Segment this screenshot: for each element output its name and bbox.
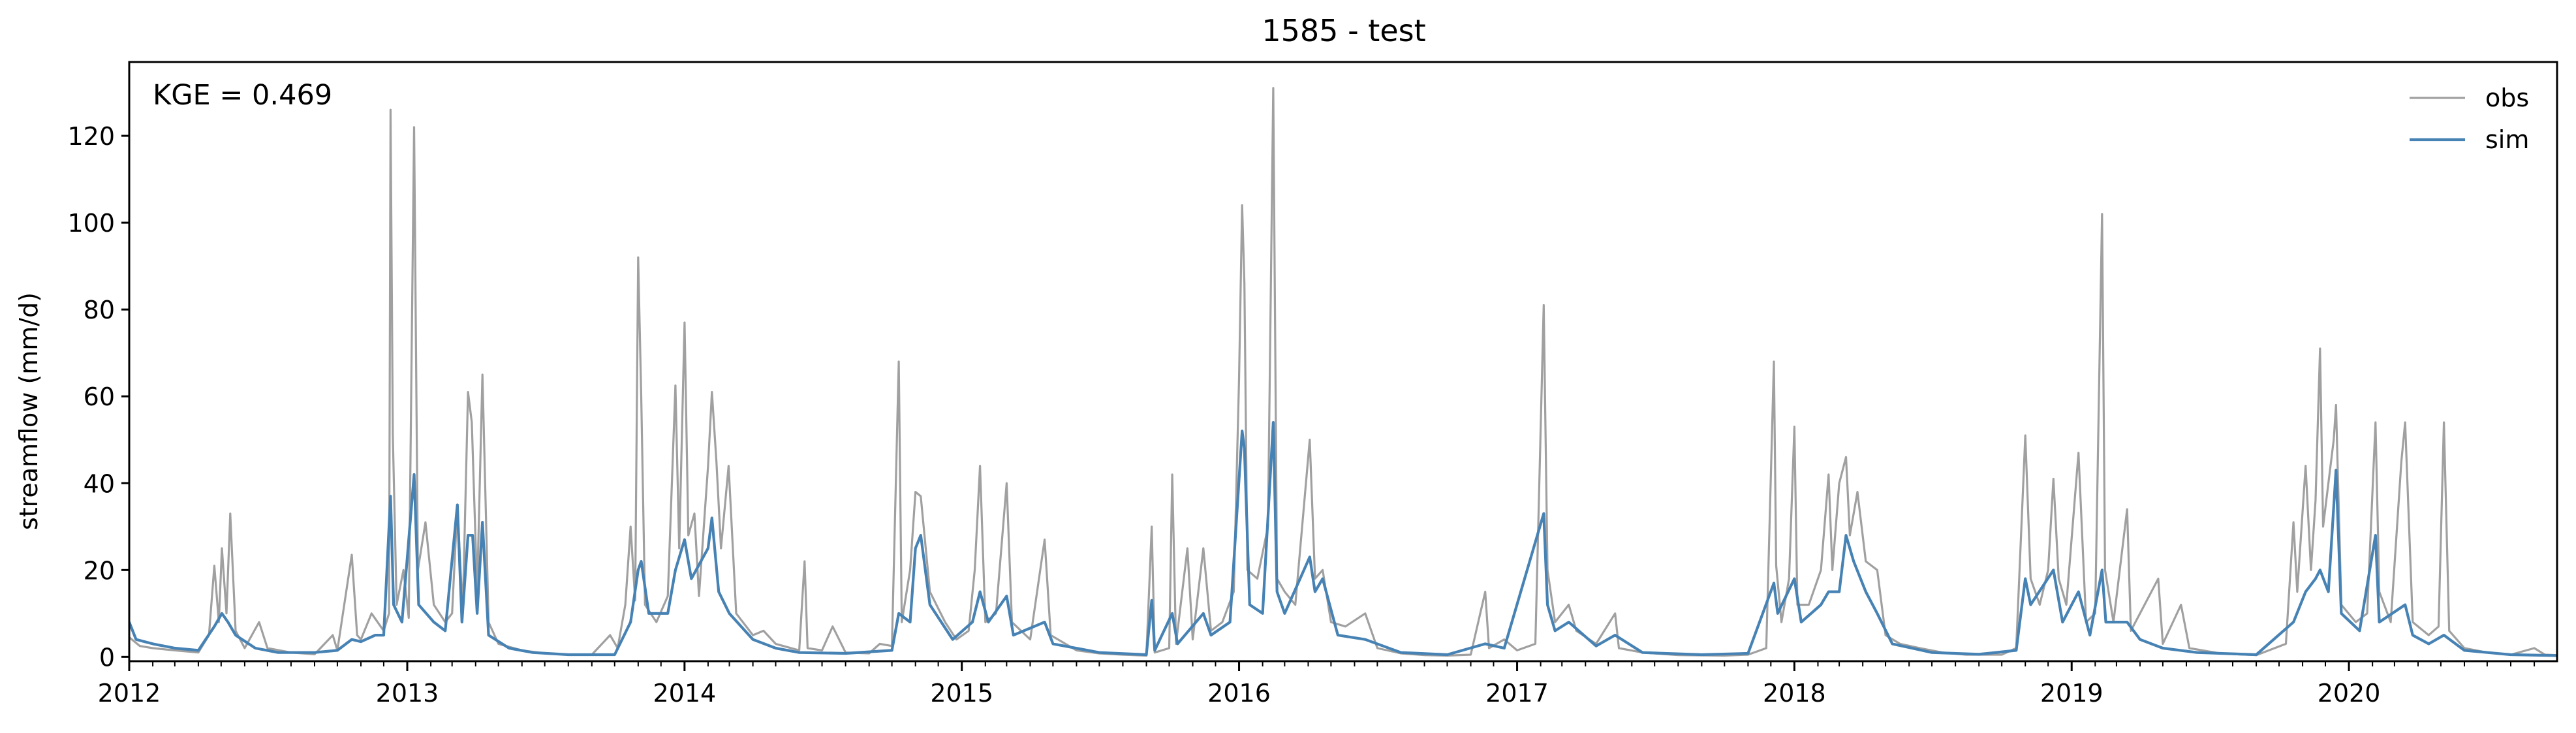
plot-area: 0 20 40 60 80 100 120 2012 2013 2014 2015 2016 2017 2… — [67, 61, 2558, 708]
x-tick-label: 2014 — [653, 679, 716, 708]
x-tick-label: 2012 — [98, 679, 161, 708]
legend-label-sim: sim — [2485, 125, 2529, 154]
y-tick-label: 60 — [84, 382, 115, 411]
y-tick-label: 80 — [84, 296, 115, 324]
legend-label-obs: obs — [2485, 84, 2529, 112]
y-axis-label: streamflow (mm/d) — [14, 292, 43, 530]
y-tick-label: 40 — [84, 469, 115, 498]
chart-title: 1585 - test — [1262, 13, 1425, 48]
x-tick-label: 2015 — [930, 679, 993, 708]
x-tick-label: 2016 — [1207, 679, 1271, 708]
kge-annotation: KGE = 0.469 — [153, 79, 332, 112]
x-tick-label: 2019 — [2040, 679, 2103, 708]
y-tick-label: 0 — [99, 643, 115, 672]
x-tick-label: 2020 — [2318, 679, 2381, 708]
x-tick-label: 2013 — [376, 679, 439, 708]
series-line-obs — [129, 87, 2557, 657]
x-tick-label: 2017 — [1485, 679, 1549, 708]
legend: obs sim — [2410, 84, 2529, 154]
plot-frame — [128, 61, 2558, 663]
x-tick-label: 2018 — [1763, 679, 1826, 708]
y-tick-label: 20 — [84, 556, 115, 585]
y-tick-label: 100 — [67, 209, 115, 238]
series-line-sim — [129, 420, 2557, 657]
y-tick-label: 120 — [67, 122, 115, 151]
